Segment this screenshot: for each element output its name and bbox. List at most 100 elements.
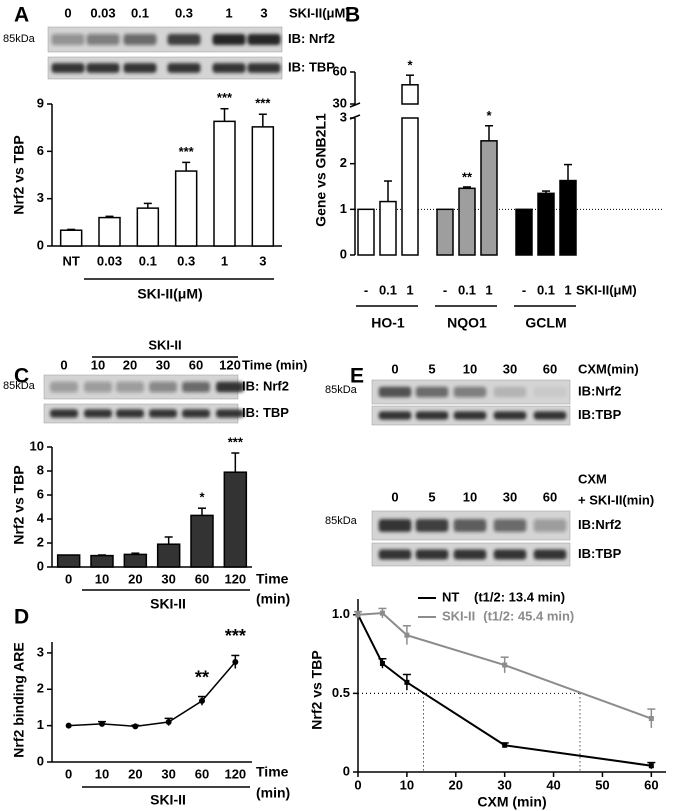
x-tick-label: 0 <box>65 571 72 586</box>
error-bar <box>564 163 572 181</box>
x-tick-label: 10 <box>95 571 109 586</box>
blot-row-label: IB: TBP <box>242 405 289 420</box>
y-axis-label: Nrf2 binding ARE <box>11 642 27 757</box>
error-bar <box>198 507 206 516</box>
blot-band <box>453 411 487 420</box>
error-bar <box>463 186 471 189</box>
error-bar <box>105 215 114 218</box>
blot-bands <box>378 519 567 532</box>
error-bar <box>485 125 493 141</box>
x-axis-label: (min) <box>256 785 290 801</box>
data-line <box>68 661 236 728</box>
lane-label: 0 <box>64 5 71 20</box>
marker-label: 85kDa <box>3 33 36 45</box>
y-tick-label: 0 <box>37 237 44 252</box>
legend-half-life: (t1/2: 13.4 min) <box>474 589 565 604</box>
blot-band <box>378 519 412 532</box>
lane-label: 0 <box>391 361 398 376</box>
blot-band <box>123 63 157 73</box>
blot-band <box>247 63 281 73</box>
legend-label: NT <box>442 589 459 604</box>
x-tick-label: 20 <box>128 571 142 586</box>
blot-band <box>533 386 567 398</box>
bar <box>436 208 454 256</box>
blot-band <box>116 409 144 418</box>
bar <box>379 200 397 256</box>
y-tick-label: 6 <box>37 143 44 158</box>
x-tick-label: 0.1 <box>537 282 555 297</box>
significance: * <box>486 108 492 123</box>
y-tick-label: 6 <box>37 486 44 501</box>
lane-label: 60 <box>543 361 557 376</box>
significance: *** <box>217 90 233 105</box>
x-tick-label: NT <box>62 253 79 268</box>
lane-label: 60 <box>189 357 203 372</box>
x-tick-label: 10 <box>400 777 414 792</box>
lane-label: 5 <box>428 361 435 376</box>
bar <box>156 543 181 568</box>
x-tick-label: 0 <box>354 777 361 792</box>
blot-bands <box>378 386 567 398</box>
data-point <box>355 612 361 618</box>
y-tick-label: 0.5 <box>332 685 350 700</box>
significance: *** <box>179 144 195 159</box>
blot-row-label: IB: TBP <box>288 59 335 74</box>
blot-band <box>453 386 487 398</box>
panel-label: E <box>350 365 364 388</box>
error-bar <box>258 113 267 127</box>
x-tick-label: 50 <box>595 777 609 792</box>
blot-bands <box>50 381 244 393</box>
blot-band <box>378 386 412 398</box>
data-point <box>132 723 139 730</box>
group-name: GCLM <box>525 315 566 331</box>
x-tick-label: - <box>443 282 447 297</box>
lane-label: 10 <box>91 357 105 372</box>
x-tick-label: 1 <box>485 282 492 297</box>
error-bar <box>98 554 106 556</box>
lane-label: 120 <box>219 357 241 372</box>
blot-bands <box>378 411 567 420</box>
error-bar <box>220 107 229 122</box>
axis-break <box>349 102 361 108</box>
x-axis-label: SKI-II(μM) <box>576 282 637 297</box>
blot-band <box>247 34 281 45</box>
x-tick-label: 0.1 <box>458 282 476 297</box>
x-tick-label: 20 <box>449 777 463 792</box>
data-point <box>99 720 105 727</box>
blot-bands <box>51 63 281 73</box>
x-tick-label: 40 <box>546 777 560 792</box>
bar <box>123 553 148 568</box>
bar <box>401 84 419 105</box>
error-bar <box>67 228 76 231</box>
x-tick-label: 0.03 <box>97 253 122 268</box>
significance: ** <box>462 169 473 184</box>
blot-title: + SKI-II(min) <box>578 492 654 507</box>
bar <box>515 208 533 256</box>
group-name: HO-1 <box>371 315 405 331</box>
x-tick-label: 30 <box>161 766 175 781</box>
y-tick-label: 30 <box>333 95 347 110</box>
blot-band <box>533 411 567 420</box>
blot-band <box>415 411 449 420</box>
lane-label: 0.03 <box>90 5 115 20</box>
x-tick-label: 1 <box>221 253 228 268</box>
blot-band <box>50 381 78 393</box>
blot-band <box>493 411 527 420</box>
y-tick-label: 9 <box>37 95 44 110</box>
blot-title: CXM(min) <box>578 361 639 376</box>
marker-label: 85kDa <box>3 380 36 392</box>
error-bar <box>182 161 191 172</box>
x-tick-label: 3 <box>259 253 266 268</box>
data-point <box>165 719 172 725</box>
blot-band <box>86 34 120 45</box>
blot-band <box>378 411 412 420</box>
blot-band <box>493 519 527 532</box>
bar <box>251 126 275 247</box>
data-point <box>379 660 385 666</box>
lane-label: 3 <box>260 5 267 20</box>
panel-label: A <box>14 4 29 27</box>
y-axis-label: Nrf2 vs TBP <box>309 650 325 729</box>
panel-label: B <box>345 4 360 27</box>
y-tick-label: 3 <box>340 109 347 124</box>
blot-band <box>216 381 244 393</box>
